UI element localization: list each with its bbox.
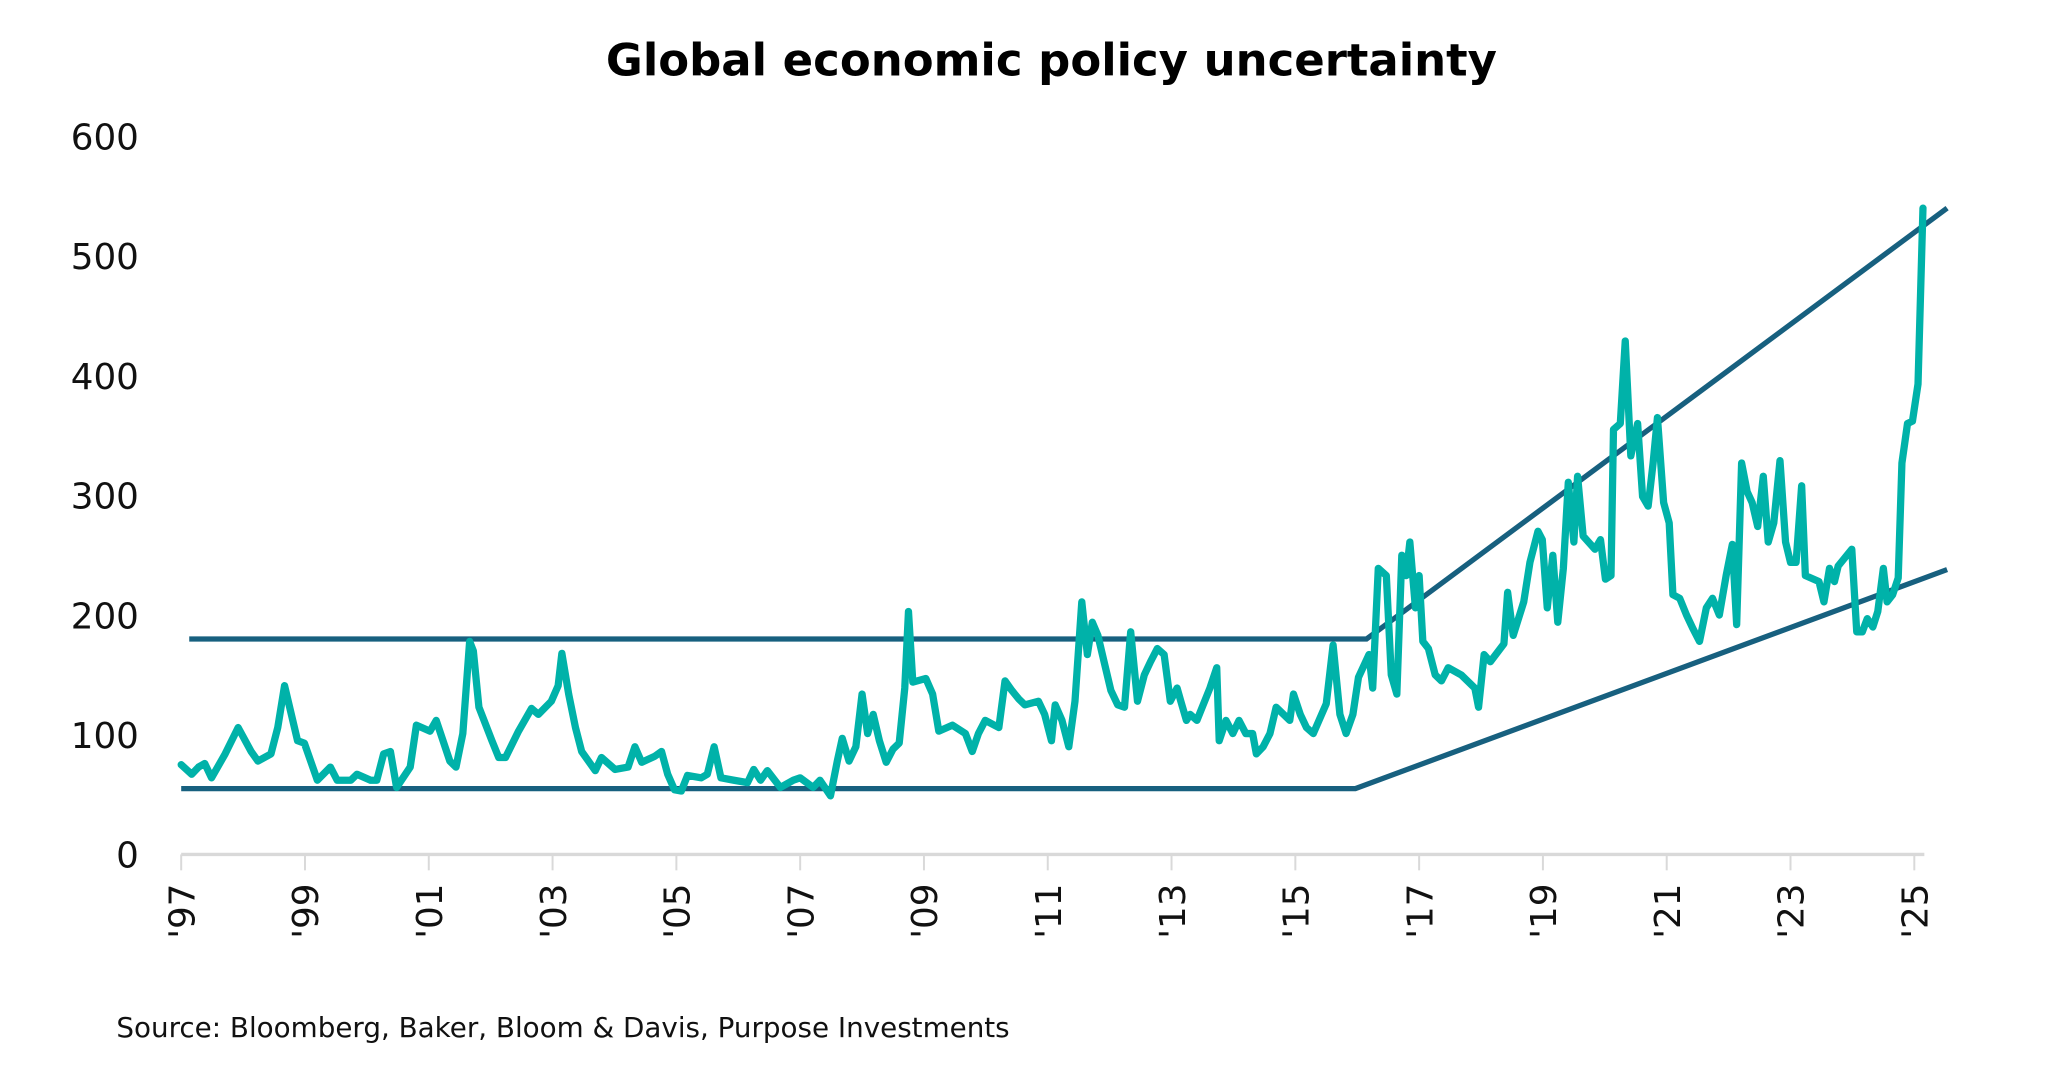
x-tick-label: '03 [534, 884, 575, 939]
y-tick-label: 100 [71, 716, 139, 757]
y-tick-label: 600 [71, 118, 139, 159]
x-tick-label: '07 [781, 884, 822, 939]
source-note: Source: Bloomberg, Baker, Bloom & Davis,… [116, 1011, 1009, 1044]
y-tick-label: 200 [71, 596, 139, 637]
series-line [177, 204, 1927, 800]
y-tick-label: 0 [116, 836, 139, 877]
x-tick-label: '11 [1029, 884, 1070, 939]
trendlines [181, 205, 1949, 792]
x-tick-label: '23 [1772, 884, 1813, 939]
x-tick-label: '17 [1400, 884, 1441, 939]
x-tick-label: '09 [905, 884, 946, 939]
x-tick-label: '99 [286, 884, 327, 939]
x-tick-label: '19 [1524, 884, 1565, 939]
series [177, 204, 1927, 800]
x-tick-label: '01 [410, 884, 451, 939]
x-axis: '97 '99 '01 '03 '05 '07 '09 '11 '13 '15 '17 '19 '21 '… [162, 852, 1937, 939]
y-tick-label: 500 [71, 237, 139, 278]
chart-title: Global economic policy uncertainty [606, 33, 1497, 86]
x-tick-label: '05 [658, 884, 699, 939]
y-axis-ticks: 0 100 200 300 400 500 600 [71, 118, 139, 877]
x-tick-label: '97 [162, 884, 203, 939]
trendline [189, 205, 1949, 642]
x-tick-label: '13 [1153, 884, 1194, 939]
x-tick-label: '15 [1277, 884, 1318, 939]
x-tick-label: '21 [1648, 884, 1689, 939]
y-tick-label: 400 [71, 357, 139, 398]
x-tick-label: '25 [1896, 884, 1937, 939]
y-tick-label: 300 [71, 477, 139, 518]
trendline [181, 567, 1949, 792]
